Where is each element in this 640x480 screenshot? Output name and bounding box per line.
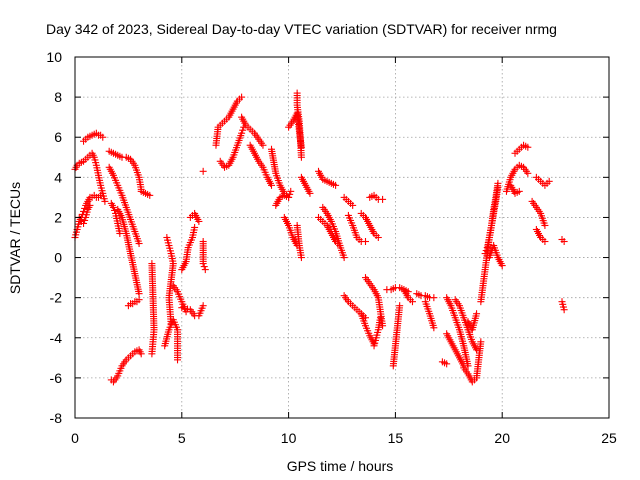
y-tick-label: 8 <box>54 89 62 105</box>
y-tick-label: -8 <box>50 410 63 426</box>
data-point <box>361 238 369 246</box>
chart-title: Day 342 of 2023, Sidereal Day-to-day VTE… <box>46 21 557 37</box>
data-point <box>201 266 209 274</box>
data-point <box>137 350 145 358</box>
data-point <box>80 219 88 227</box>
data-point <box>297 153 305 161</box>
data-point <box>101 197 109 205</box>
x-axis-label: GPS time / hours <box>287 458 394 474</box>
y-tick-label: -2 <box>50 290 63 306</box>
data-point <box>379 195 387 203</box>
data-point <box>560 238 568 246</box>
data-point <box>498 262 506 270</box>
data-point <box>109 203 117 211</box>
data-point <box>408 298 416 306</box>
x-tick-label: 15 <box>388 430 404 446</box>
data-point <box>135 240 143 248</box>
data-point <box>541 238 549 246</box>
data-point <box>349 201 357 209</box>
y-tick-label: -4 <box>50 330 63 346</box>
data-point <box>259 141 267 149</box>
data-point <box>332 181 340 189</box>
data-point <box>111 206 119 214</box>
data-point <box>238 93 246 101</box>
y-axis-label: SDTVAR / TECUs <box>7 182 23 294</box>
y-tick-label: 6 <box>54 129 62 145</box>
x-tick-label: 20 <box>494 430 510 446</box>
data-point <box>199 302 207 310</box>
data-point <box>81 216 89 224</box>
data-point <box>524 169 532 177</box>
data-point <box>199 260 207 268</box>
data-point <box>200 263 208 271</box>
data-point <box>174 356 182 364</box>
data-point <box>481 250 489 258</box>
data-point <box>430 324 438 332</box>
data-point <box>191 312 199 320</box>
y-tick-label: 10 <box>46 49 62 65</box>
data-point <box>376 314 384 322</box>
data-point <box>430 294 438 302</box>
x-tick-label: 0 <box>71 430 79 446</box>
data-point <box>287 187 295 195</box>
axis-ticks: 0 5 10 15 20 25 -8 -6 -4 -2 0 2 4 6 8 10 <box>46 49 617 446</box>
data-point <box>473 310 481 318</box>
data-point <box>285 193 293 201</box>
data-point <box>473 346 481 354</box>
y-tick-label: 2 <box>54 209 62 225</box>
data-point <box>146 191 154 199</box>
grid-lines <box>75 57 609 418</box>
data-point <box>199 167 207 175</box>
data-point <box>396 302 404 310</box>
data-point <box>116 229 124 237</box>
y-tick-label: 0 <box>54 250 62 266</box>
data-point <box>268 181 276 189</box>
data-point <box>494 183 502 191</box>
data-point <box>477 338 485 346</box>
data-point <box>286 190 294 198</box>
data-point <box>515 187 523 195</box>
data-point <box>195 217 203 225</box>
y-tick-label: -6 <box>50 370 63 386</box>
data-point <box>340 254 348 262</box>
data-point <box>135 296 143 304</box>
data-point <box>191 223 199 231</box>
data-point <box>541 221 549 229</box>
x-tick-label: 25 <box>601 430 617 446</box>
data-point <box>297 254 305 262</box>
data-point <box>374 234 382 241</box>
data-point <box>148 350 156 358</box>
data-point <box>135 290 143 298</box>
data-point <box>238 129 246 137</box>
data-point <box>86 201 94 209</box>
x-tick-label: 10 <box>281 430 297 446</box>
data-point <box>81 204 89 212</box>
plot-frame <box>74 56 610 419</box>
data-point <box>306 189 314 197</box>
data-point <box>560 306 568 314</box>
data-point <box>379 322 387 330</box>
data-point <box>443 360 451 368</box>
y-tick-label: 4 <box>54 169 62 185</box>
data-point <box>524 143 532 151</box>
data-point <box>239 126 247 134</box>
data-point <box>99 133 107 141</box>
data-point <box>545 177 553 185</box>
x-tick-label: 5 <box>178 430 186 446</box>
data-points <box>71 89 568 386</box>
